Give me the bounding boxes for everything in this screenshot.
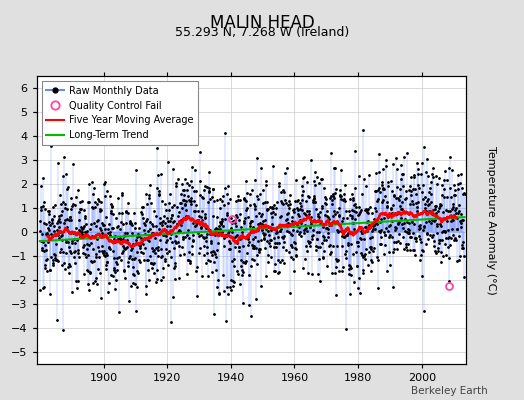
Text: Berkeley Earth: Berkeley Earth [411, 386, 487, 396]
Y-axis label: Temperature Anomaly (°C): Temperature Anomaly (°C) [486, 146, 496, 294]
Legend: Raw Monthly Data, Quality Control Fail, Five Year Moving Average, Long-Term Tren: Raw Monthly Data, Quality Control Fail, … [41, 81, 198, 145]
Text: MALIN HEAD: MALIN HEAD [210, 14, 314, 32]
Text: 55.293 N, 7.268 W (Ireland): 55.293 N, 7.268 W (Ireland) [175, 26, 349, 39]
